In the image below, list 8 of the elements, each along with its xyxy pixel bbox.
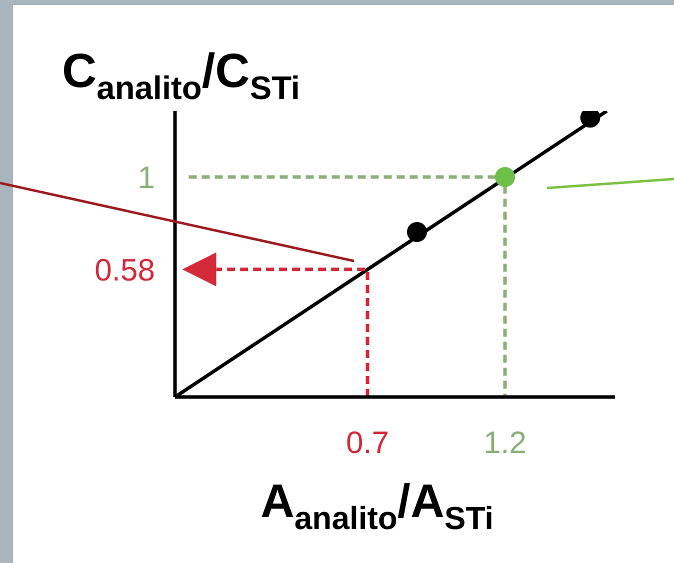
y-tick-label: 0.58 xyxy=(94,252,155,288)
point xyxy=(495,167,515,187)
y-tick-label: 1 xyxy=(138,160,155,195)
x-axis-title: A$_{analito}$/A$_{STi}$ xyxy=(260,474,494,536)
x-tick-label: 0.7 xyxy=(346,425,390,460)
x-tick-label: 1.2 xyxy=(483,425,527,460)
point xyxy=(407,222,427,242)
y-axis-title: C$_{analito}$/C$_{STi}$ xyxy=(62,45,300,106)
